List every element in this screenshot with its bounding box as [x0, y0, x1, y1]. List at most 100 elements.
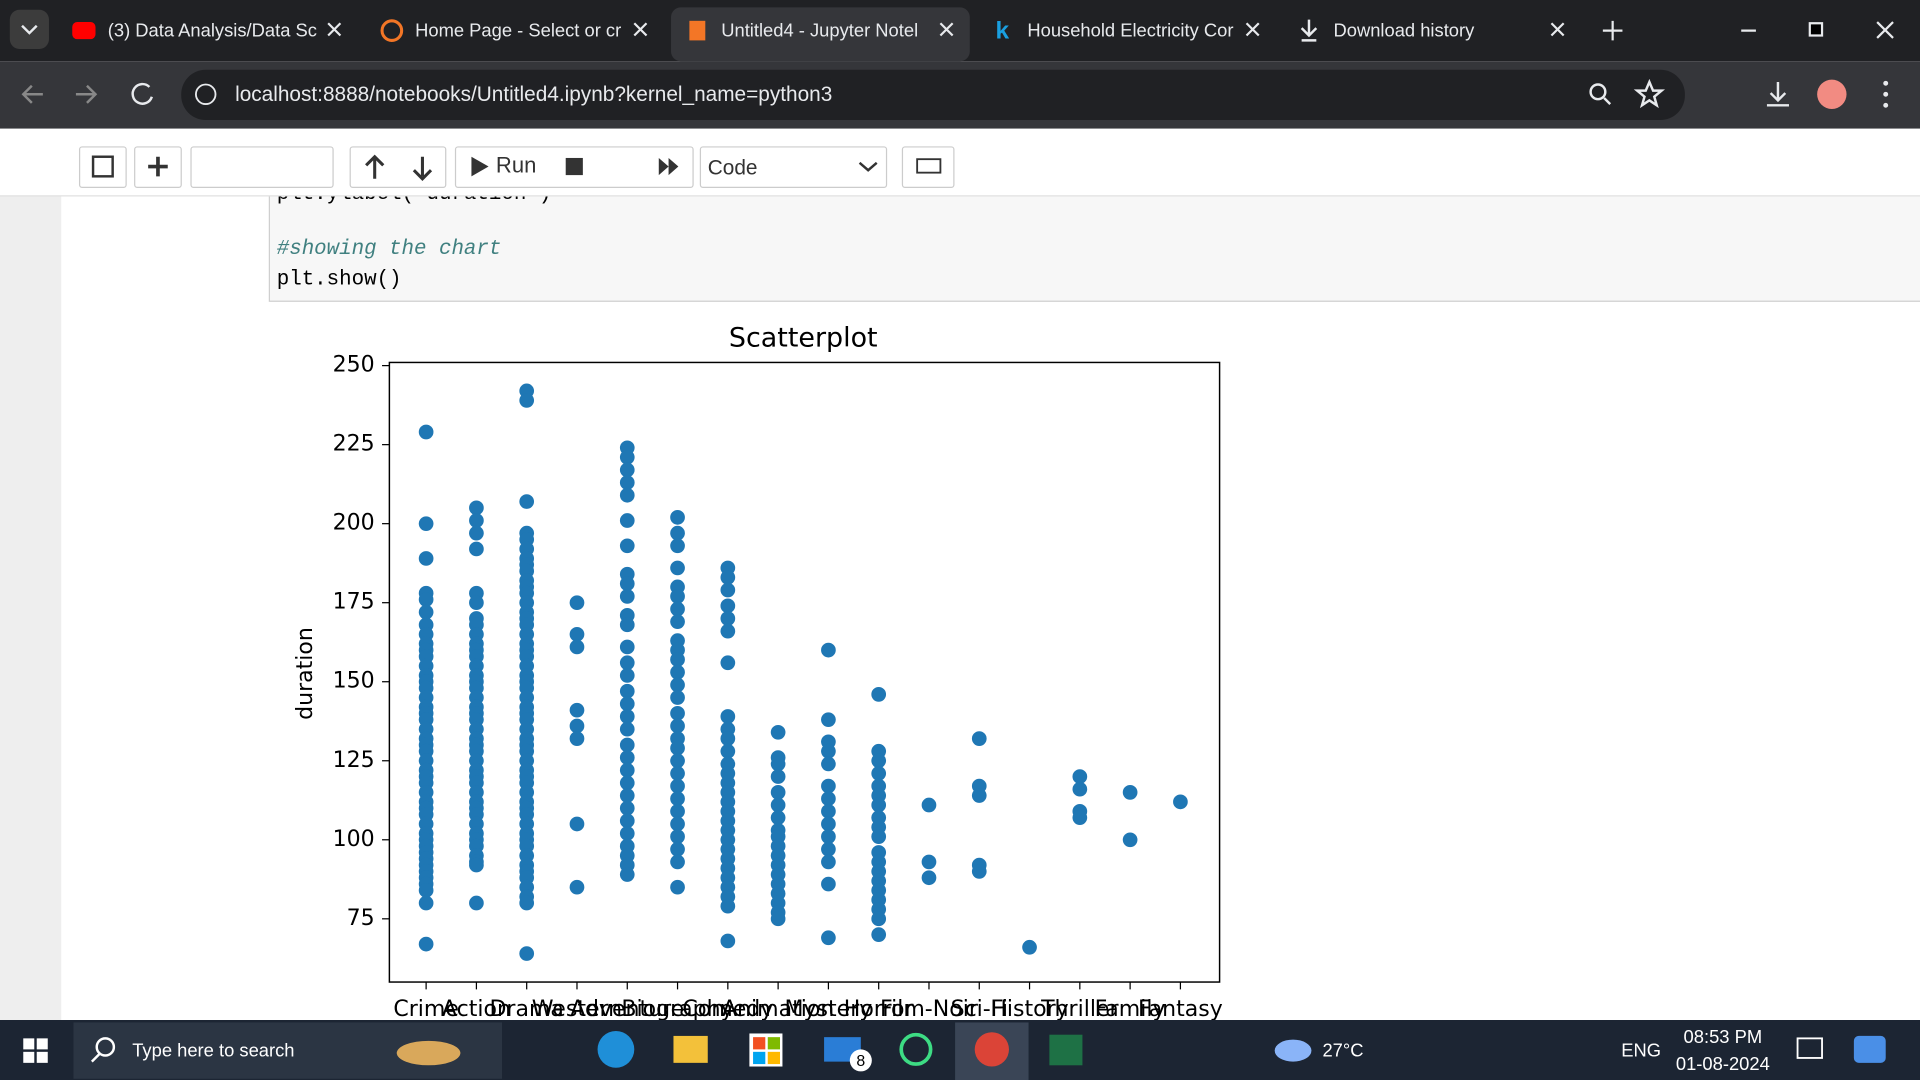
x-tick-label: Fantasy — [1138, 997, 1223, 1022]
scatter-point — [1173, 794, 1188, 810]
scatter-point — [670, 538, 685, 554]
scatter-point — [821, 841, 836, 857]
y-tick-label: 250 — [333, 353, 375, 378]
scatter-point — [519, 494, 535, 509]
x-tick-label: Horror — [844, 997, 915, 1022]
scatter-point — [619, 513, 635, 528]
scatter-point — [670, 854, 685, 870]
start-button[interactable] — [23, 1038, 48, 1063]
scatter-point — [619, 775, 635, 791]
scatter-point — [921, 870, 937, 886]
scatter-point — [670, 841, 685, 857]
scatter-point — [770, 785, 786, 800]
scatter-point — [670, 664, 685, 680]
y-axis-label: duration — [293, 627, 318, 720]
scatter-point — [619, 639, 635, 655]
scatter-point — [619, 462, 635, 478]
weather[interactable]: 27°C — [1322, 1040, 1363, 1061]
y-tick-label: 150 — [333, 669, 375, 694]
scatter-point — [821, 816, 836, 832]
scatter-point — [519, 393, 535, 408]
tab-title[interactable]: Download history — [1333, 20, 1475, 41]
scatter-point — [921, 854, 937, 870]
scatter-point — [971, 731, 987, 746]
scatter-point — [720, 598, 736, 614]
scatter-point — [821, 778, 836, 794]
scatter-point — [469, 525, 484, 541]
scatter-point — [1072, 769, 1088, 784]
code-line: plt.show() — [277, 269, 402, 292]
scatter-point — [569, 816, 585, 832]
scatter-point — [670, 829, 685, 844]
plot-frame — [388, 361, 1221, 983]
scatter-point — [871, 829, 887, 844]
scatter-point — [619, 788, 635, 803]
scatter-point — [418, 936, 434, 952]
x-tick-label: Adventure — [570, 997, 684, 1022]
scatter-point — [871, 687, 887, 702]
scatter-point — [619, 709, 635, 724]
scatter-point — [569, 639, 585, 655]
tab-close-buttons[interactable] — [327, 20, 1894, 41]
x-tick-label: Western — [532, 997, 622, 1022]
scatter-point — [871, 766, 887, 781]
scatter-point — [619, 655, 635, 671]
scatter-point — [469, 595, 484, 611]
scatter-point — [670, 753, 685, 769]
scatter-point — [670, 652, 685, 667]
tab-title[interactable]: Untitled4 - Jupyter Notel — [721, 20, 918, 41]
x-tick-label: Drama — [489, 997, 564, 1022]
y-tick-label: 175 — [333, 590, 375, 615]
profile-avatar[interactable] — [1817, 79, 1847, 109]
x-tick-label: Action — [442, 997, 511, 1022]
scatter-point — [821, 756, 836, 772]
scatter-point — [569, 718, 585, 734]
tab-search[interactable] — [9, 9, 49, 49]
tab-title[interactable]: (3) Data Analysis/Data Sc — [108, 20, 317, 41]
scatter-point — [670, 614, 685, 630]
scatter-point — [670, 718, 685, 734]
cell-type-select[interactable]: Code — [708, 156, 758, 179]
scatter-point — [519, 895, 535, 911]
language[interactable]: ENG — [1621, 1040, 1661, 1061]
toolbar-icons — [91, 154, 942, 181]
x-tick-label: Crime — [393, 997, 459, 1022]
scatter-point — [770, 911, 786, 927]
clock-time[interactable]: 08:53 PM — [1684, 1026, 1763, 1047]
chart-title: Scatterplot — [729, 323, 878, 354]
scatter-point — [418, 551, 434, 566]
active-tab[interactable] — [671, 7, 970, 62]
scatter-point — [720, 582, 736, 598]
scatter-point — [670, 525, 685, 541]
scatter-point — [720, 709, 736, 724]
run-button[interactable]: Run — [496, 152, 536, 177]
scatter-point — [569, 702, 585, 718]
x-tick-label: Family — [1095, 997, 1166, 1022]
tab-title[interactable]: Household Electricity Cor — [1027, 20, 1233, 41]
scatter-point — [720, 655, 736, 671]
scatter-point — [619, 813, 635, 829]
scatter-point — [720, 933, 736, 949]
x-tick-label: History — [990, 997, 1068, 1022]
taskbar-apps[interactable] — [597, 1022, 1083, 1080]
scatter-point — [418, 604, 434, 620]
clock-date[interactable]: 01-08-2024 — [1676, 1053, 1770, 1074]
scatter-point — [1072, 810, 1088, 826]
scatter-point — [569, 879, 585, 895]
scatter-point — [619, 589, 635, 604]
scatter-point — [821, 876, 836, 892]
tab-title[interactable]: Home Page - Select or cr — [415, 20, 621, 41]
scatter-point — [670, 690, 685, 705]
scatter-point — [670, 879, 685, 895]
scatter-point — [821, 803, 836, 819]
x-tick-label: Mystery — [784, 997, 872, 1022]
y-tick-label: 200 — [333, 511, 375, 536]
scatter-point — [469, 513, 484, 528]
url: localhost:8888/notebooks/Untitled4.ipynb… — [235, 83, 832, 106]
scatter-point — [971, 864, 987, 879]
scatter-point — [720, 898, 736, 914]
scatter-point — [670, 589, 685, 604]
address-bar[interactable] — [181, 69, 1685, 120]
nav-icons[interactable] — [21, 78, 1789, 109]
